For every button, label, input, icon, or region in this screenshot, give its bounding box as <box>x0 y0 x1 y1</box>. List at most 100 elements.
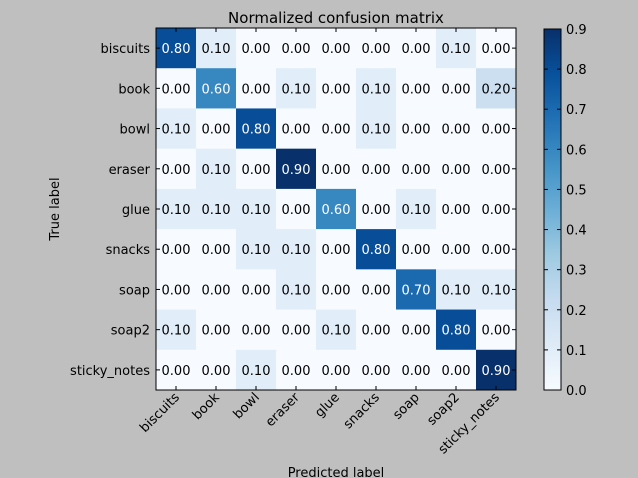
heatmap-cell <box>276 108 317 150</box>
chart-title: Normalized confusion matrix <box>228 9 444 27</box>
cell-value-label: 0.00 <box>202 243 231 258</box>
cell-value-label: 0.70 <box>402 283 431 298</box>
x-tick-label: book <box>190 390 223 423</box>
cell-value-label: 0.80 <box>362 243 391 258</box>
heatmap-cell <box>276 68 317 109</box>
cell-value-label: 0.00 <box>322 283 351 298</box>
cell-value-label: 0.10 <box>162 324 191 339</box>
heatmap-cell <box>276 229 317 270</box>
cell-value-label: 0.00 <box>482 163 511 178</box>
heatmap-cell <box>356 309 397 351</box>
y-tick-label: sticky_notes <box>70 364 150 379</box>
cell-value-label: 0.10 <box>162 123 191 138</box>
heatmap-cell <box>156 349 197 391</box>
heatmap-cell <box>276 28 317 69</box>
heatmap-cell <box>316 28 357 69</box>
cell-value-label: 0.00 <box>482 324 511 339</box>
cell-value-label: 0.00 <box>362 163 391 178</box>
cell-value-label: 0.10 <box>202 42 231 57</box>
heatmap-cell <box>436 349 477 391</box>
heatmap-cell <box>436 68 477 109</box>
cell-value-label: 0.00 <box>322 163 351 178</box>
heatmap-cell <box>236 349 277 391</box>
heatmap-cell <box>396 68 437 109</box>
heatmap-cell <box>476 68 517 109</box>
colorbar-tick-label: 0.5 <box>566 183 587 198</box>
heatmap-cell <box>236 108 277 150</box>
x-tick-label: glue <box>312 390 342 420</box>
cell-value-label: 0.00 <box>402 324 431 339</box>
cell-value-label: 0.00 <box>322 42 351 57</box>
x-tick-label: bowl <box>231 390 263 422</box>
heatmap-cell <box>236 148 277 190</box>
y-tick-label: soap <box>119 283 150 298</box>
cell-value-label: 0.10 <box>442 42 471 57</box>
cell-value-label: 0.00 <box>362 283 391 298</box>
cell-value-label: 0.10 <box>242 364 271 379</box>
cell-value-label: 0.00 <box>362 364 391 379</box>
cell-value-label: 0.00 <box>242 283 271 298</box>
heatmap-cell <box>476 269 517 311</box>
cell-value-label: 0.00 <box>442 243 471 258</box>
cell-value-label: 0.00 <box>242 163 271 178</box>
y-tick-label: biscuits <box>100 42 150 57</box>
heatmap-cell <box>396 269 437 311</box>
cell-value-label: 0.90 <box>282 163 311 178</box>
cell-value-label: 0.00 <box>402 364 431 379</box>
heatmap-cell <box>316 148 357 190</box>
cell-value-label: 0.00 <box>402 82 431 97</box>
y-tick-label: bowl <box>120 123 150 138</box>
heatmap-cell <box>436 269 477 311</box>
y-tick-label: eraser <box>109 163 151 178</box>
heatmap-cell <box>396 349 437 391</box>
cell-value-label: 0.10 <box>442 283 471 298</box>
colorbar <box>543 28 562 391</box>
cell-value-label: 0.80 <box>162 42 191 57</box>
cell-value-label: 0.00 <box>282 42 311 57</box>
x-tick-label: soap2 <box>424 390 462 428</box>
heatmap-cell <box>476 108 517 150</box>
heatmap-cell <box>156 269 197 311</box>
cell-value-label: 0.10 <box>282 82 311 97</box>
cell-value-label: 0.60 <box>202 82 231 97</box>
cell-value-label: 0.00 <box>482 203 511 218</box>
heatmap-cell <box>396 309 437 351</box>
cell-value-label: 0.00 <box>162 243 191 258</box>
cell-value-label: 0.00 <box>442 364 471 379</box>
cell-value-label: 0.00 <box>162 163 191 178</box>
cell-value-label: 0.00 <box>402 163 431 178</box>
x-tick-label: eraser <box>263 390 303 430</box>
heatmap-cell <box>396 188 437 230</box>
cell-value-label: 0.10 <box>402 203 431 218</box>
heatmap-cell <box>196 108 237 150</box>
heatmap-cell <box>436 108 477 150</box>
axis-ticks <box>156 28 516 390</box>
cell-value-label: 0.10 <box>242 203 271 218</box>
colorbar-tick-label: 0.3 <box>566 264 587 279</box>
colorbar-tick-label: 0.9 <box>566 23 587 38</box>
colorbar-tick-label: 0.0 <box>566 384 587 399</box>
cell-value-label: 0.00 <box>242 82 271 97</box>
heatmap-cell <box>156 148 197 190</box>
cell-value-label: 0.10 <box>202 163 231 178</box>
cell-value-label: 0.00 <box>482 123 511 138</box>
heatmap-cell <box>356 229 397 270</box>
cell-value-label: 0.00 <box>202 123 231 138</box>
heatmap-cell <box>316 188 357 230</box>
cell-value-label: 0.00 <box>282 123 311 138</box>
cell-value-label: 0.10 <box>362 123 391 138</box>
heatmap-cell <box>196 68 237 109</box>
heatmap-cell <box>156 309 197 351</box>
heatmap-cell <box>356 188 397 230</box>
heatmap-cell <box>316 309 357 351</box>
heatmap-cell <box>196 148 237 190</box>
x-tick-label: snacks <box>341 390 383 432</box>
heatmap-cell <box>396 148 437 190</box>
heatmap-cell <box>276 269 317 311</box>
cell-value-label: 0.00 <box>322 364 351 379</box>
heatmap-cell <box>476 28 517 69</box>
heatmap-cell <box>276 148 317 190</box>
cell-value-label: 0.00 <box>202 364 231 379</box>
cell-value-label: 0.00 <box>362 42 391 57</box>
